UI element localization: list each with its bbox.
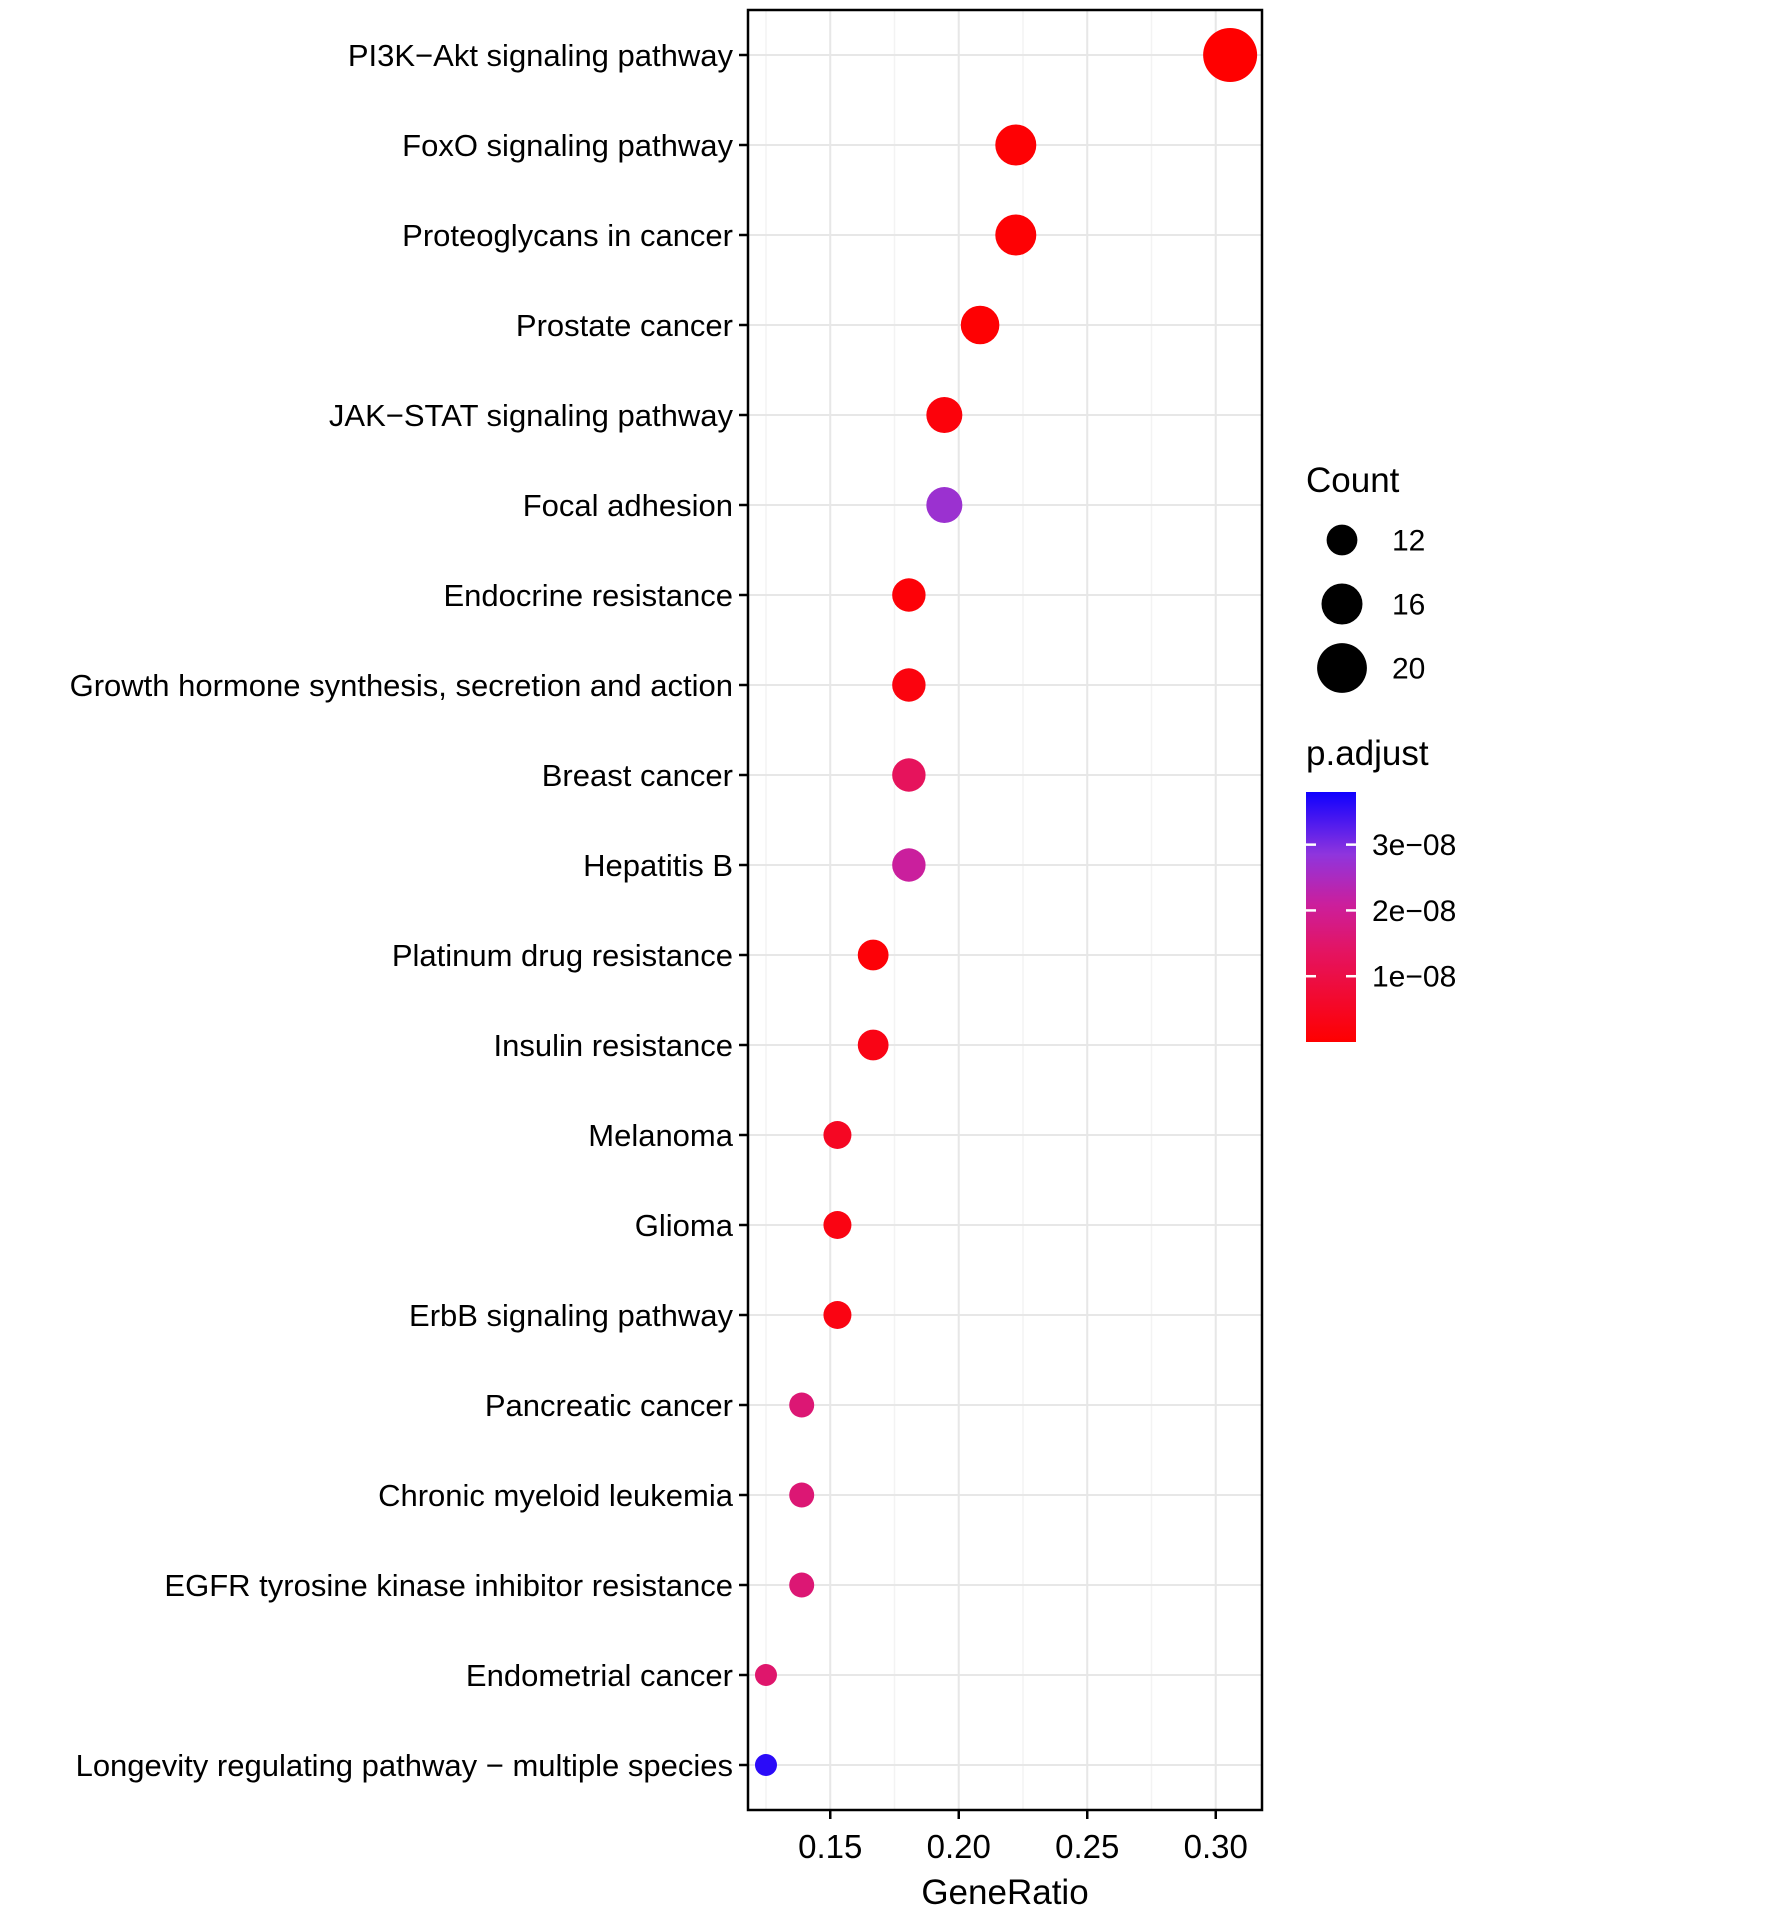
panel-border (746, 8, 1264, 1812)
x-axis-tick-label: 0.15 (798, 1828, 862, 1865)
data-point (823, 1211, 852, 1239)
x-axis-tick-label: 0.30 (1184, 1828, 1248, 1865)
y-axis-label: Breast cancer (542, 758, 733, 793)
y-axis-label: FoxO signaling pathway (402, 128, 733, 163)
legend-count-label: 12 (1392, 525, 1425, 558)
data-point (789, 1482, 815, 1508)
legend-count-label: 20 (1392, 653, 1425, 686)
data-point (960, 305, 1000, 345)
colorbar-label: 3e−08 (1372, 829, 1456, 862)
y-axis-label: Melanoma (588, 1118, 733, 1153)
y-axis-label: Endometrial cancer (466, 1658, 733, 1693)
data-point (892, 668, 926, 702)
legend-count-dot (1317, 643, 1367, 693)
data-point (1203, 28, 1258, 82)
y-axis-label: Longevity regulating pathway − multiple … (76, 1748, 733, 1783)
colorbar (1306, 792, 1356, 1042)
gridlines-major (748, 10, 1262, 1810)
y-axis-label: Insulin resistance (493, 1028, 733, 1063)
y-axis: PI3K−Akt signaling pathway FoxO signaling… (70, 38, 748, 1783)
y-axis-label: Prostate cancer (516, 308, 733, 343)
legend-count-title: Count (1306, 461, 1400, 500)
x-axis-tick-label: 0.25 (1055, 1828, 1119, 1865)
y-axis-label: Proteoglycans in cancer (402, 218, 733, 253)
x-axis-title: GeneRatio (921, 1873, 1088, 1912)
data-point (823, 1121, 852, 1149)
plot-panel (748, 10, 1262, 1810)
colorbar-label: 1e−08 (1372, 961, 1456, 994)
data-point (823, 1301, 852, 1329)
data-point (995, 124, 1037, 166)
y-axis-label: Focal adhesion (523, 488, 733, 523)
y-axis-label: Chronic myeloid leukemia (378, 1478, 734, 1513)
y-axis-label: EGFR tyrosine kinase inhibitor resistanc… (164, 1568, 733, 1603)
legend-count-dot (1326, 524, 1358, 556)
legend-count-dot (1321, 583, 1363, 625)
gridlines-minor (765, 10, 1153, 1810)
legend-count: Count 12 16 20 (1306, 461, 1425, 693)
data-point (892, 578, 926, 612)
data-point (754, 1664, 777, 1686)
data-point (754, 1754, 777, 1776)
x-axis-tick-label: 0.20 (927, 1828, 991, 1865)
data-point (892, 848, 926, 882)
y-axis-label: Hepatitis B (583, 848, 733, 883)
y-axis-label: Platinum drug resistance (392, 938, 733, 973)
data-point (926, 487, 963, 523)
legend-padjust: p.adjust 3e−08 2e−08 1e−08 (1306, 734, 1456, 1042)
colorbar-label: 2e−08 (1372, 895, 1456, 928)
y-axis-label: PI3K−Akt signaling pathway (348, 38, 734, 73)
legend-count-label: 16 (1392, 589, 1425, 622)
y-axis-label: Glioma (635, 1208, 734, 1243)
data-points (754, 28, 1258, 1776)
x-axis: 0.15 0.20 0.25 0.30 GeneRatio (798, 1810, 1248, 1912)
y-axis-label: ErbB signaling pathway (409, 1298, 733, 1333)
y-axis-label: JAK−STAT signaling pathway (329, 398, 734, 433)
data-point (789, 1572, 815, 1598)
y-axis-label: Growth hormone synthesis, secretion and … (70, 668, 733, 703)
data-point (789, 1392, 815, 1418)
y-axis-label: Endocrine resistance (444, 578, 734, 613)
data-point (857, 1029, 889, 1061)
y-axis-label: Pancreatic cancer (485, 1388, 733, 1423)
legend-padjust-title: p.adjust (1306, 734, 1429, 773)
data-point (857, 939, 889, 971)
data-point (892, 758, 926, 792)
data-point (995, 214, 1037, 256)
data-point (926, 397, 963, 433)
